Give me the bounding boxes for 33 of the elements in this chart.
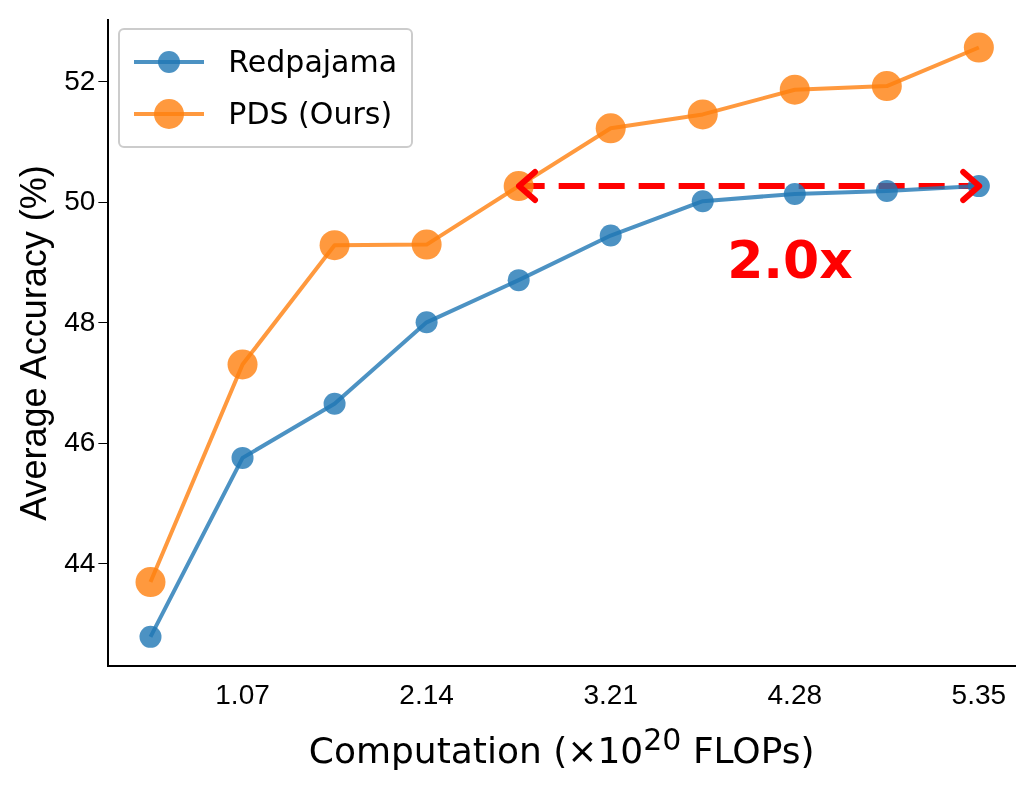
point xyxy=(231,446,254,469)
point xyxy=(783,182,806,205)
point xyxy=(779,74,810,105)
x-tick-label: 2.14 xyxy=(399,678,454,710)
point xyxy=(599,224,622,247)
legend-label: Redpajama xyxy=(228,44,398,80)
y-axis-title: Average Accuracy (%) xyxy=(12,165,54,521)
point xyxy=(687,99,718,130)
point xyxy=(963,32,994,63)
y-tick-label: 46 xyxy=(64,426,96,458)
x-tick-label: 1.07 xyxy=(215,678,270,710)
point xyxy=(691,190,714,213)
y-tick-label: 48 xyxy=(64,305,96,337)
point xyxy=(871,71,902,102)
point xyxy=(227,349,258,380)
x-tick-label: 4.28 xyxy=(767,678,823,710)
x-tick-label: 5.35 xyxy=(951,678,1007,710)
legend-label: PDS (Ours) xyxy=(228,96,393,132)
point xyxy=(415,311,438,334)
point xyxy=(595,113,626,144)
point xyxy=(323,392,346,415)
annotation: 2.0x xyxy=(727,230,853,291)
x-axis-title: Computation (×10$^{20}$ FLOPs) xyxy=(307,722,816,771)
x-tick-label: 3.21 xyxy=(583,678,638,710)
y-tick-label: 52 xyxy=(64,64,96,96)
y-tick-label: 50 xyxy=(64,185,96,217)
point xyxy=(875,179,898,202)
point xyxy=(319,230,350,261)
point xyxy=(411,229,442,260)
y-tick-label: 44 xyxy=(64,546,96,578)
point xyxy=(135,567,166,598)
point xyxy=(507,269,530,292)
point xyxy=(139,625,162,648)
